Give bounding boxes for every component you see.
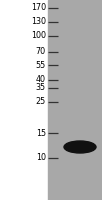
- Text: 40: 40: [36, 75, 46, 84]
- Bar: [48, 0, 102, 200]
- Text: 55: 55: [36, 60, 46, 70]
- Ellipse shape: [64, 141, 96, 153]
- Text: 70: 70: [36, 47, 46, 56]
- Text: 170: 170: [31, 3, 46, 12]
- Text: 15: 15: [36, 129, 46, 138]
- Text: 130: 130: [31, 18, 46, 26]
- Text: 35: 35: [36, 84, 46, 92]
- Text: 100: 100: [31, 31, 46, 40]
- Text: 25: 25: [36, 98, 46, 106]
- Text: 10: 10: [36, 154, 46, 162]
